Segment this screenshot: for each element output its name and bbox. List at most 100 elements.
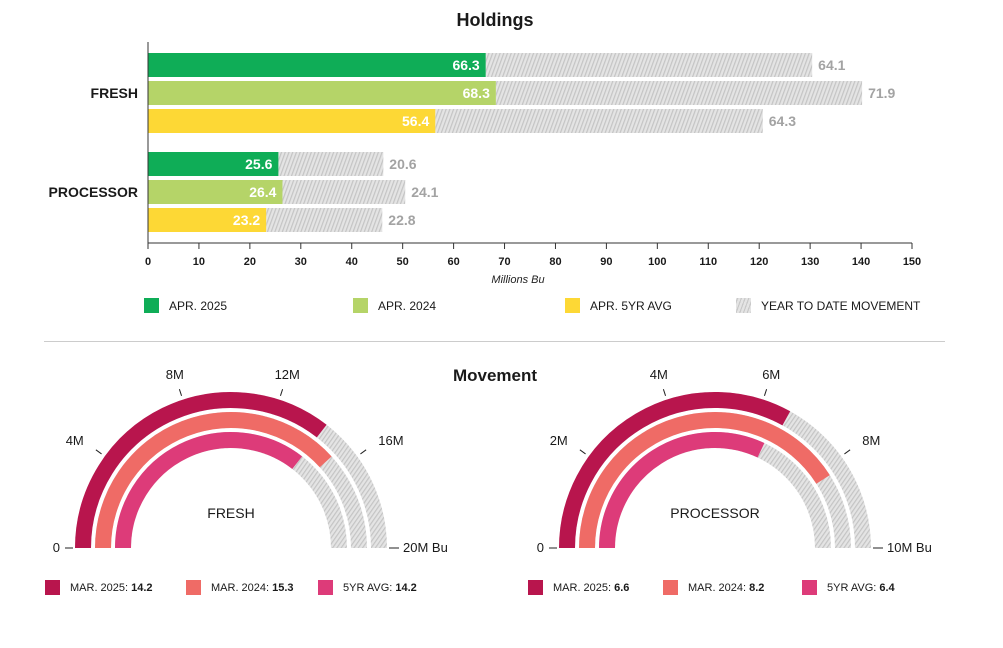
- x-tick-label: 130: [801, 256, 819, 268]
- gauge-tick-label: 4M: [650, 367, 668, 382]
- legend-swatch: [144, 298, 159, 313]
- legend-value: 8.2: [749, 581, 765, 594]
- legend-item-apr-5yr-avg: APR. 5YR AVG: [565, 298, 672, 313]
- x-tick-label: 120: [750, 256, 768, 268]
- legend-item-ytd-movement: YEAR TO DATE MOVEMENT: [736, 298, 920, 313]
- gauge-arc: [599, 432, 765, 549]
- x-tick-label: 140: [852, 256, 870, 268]
- gauge-tick-mark: [579, 449, 586, 455]
- bar-ytd-movement: [435, 109, 763, 133]
- bar-ytd-movement: [485, 53, 813, 77]
- legend-item-apr-2024: APR. 2024: [353, 298, 436, 313]
- bar-value-label: 26.4: [249, 184, 276, 200]
- x-tick-label: 10: [193, 256, 205, 268]
- gauge-tick-mark: [763, 389, 768, 396]
- legend-label: MAR. 2024:: [211, 581, 270, 594]
- legend-swatch: [736, 298, 751, 313]
- category-label-fresh: FRESH: [90, 85, 138, 101]
- legend-swatch: [45, 580, 60, 595]
- bar-ytd-movement: [278, 152, 384, 176]
- movement-value-label: 71.9: [868, 85, 895, 101]
- bar-holding: [148, 180, 283, 204]
- x-tick-label: 110: [699, 256, 717, 268]
- legend-value: 6.4: [879, 581, 895, 594]
- legend-swatch: [663, 580, 678, 595]
- gauge-track: [115, 432, 347, 549]
- x-tick-label: 50: [397, 256, 409, 268]
- legend-swatch: [318, 580, 333, 595]
- movement-value-label: 20.6: [389, 156, 416, 172]
- gauge-center-label: PROCESSOR: [670, 505, 759, 521]
- gauge-tick-label: 16M: [378, 433, 403, 448]
- section-divider: [44, 341, 945, 342]
- bar-value-label: 25.6: [245, 156, 272, 172]
- gauge-fresh: 0 4M 8M 12M 16M 20M Bu FRESH: [53, 367, 448, 555]
- holdings-bar-chart: 66.3 64.1 68.3 71.9 56.4 64.3 25.6 20.6 26.4 24.1…: [145, 42, 921, 286]
- gauge-processor: 0 2M 4M 6M 8M 10M Bu PROCESSOR: [537, 367, 932, 555]
- movement-title: Movement: [452, 366, 538, 385]
- bar-ytd-movement: [266, 208, 383, 232]
- legend-label: APR. 5YR AVG: [590, 298, 672, 313]
- gauge-tick-label: 6M: [762, 367, 780, 382]
- category-label-processor: PROCESSOR: [48, 184, 138, 200]
- movement-value-label: 64.3: [769, 113, 796, 129]
- legend-swatch: [353, 298, 368, 313]
- gauge-tick-label: 2M: [550, 433, 568, 448]
- gauge-legend-fresh-mar-2024: MAR. 2024: 15.3: [186, 580, 294, 595]
- bar-holding: [148, 152, 279, 176]
- bar-ytd-movement: [282, 180, 406, 204]
- bar-holding: [148, 53, 486, 77]
- x-tick-label: 150: [903, 256, 921, 268]
- holdings-title: Holdings: [456, 10, 534, 30]
- bar-value-label: 68.3: [463, 85, 490, 101]
- legend-label: APR. 2025: [169, 298, 228, 313]
- gauge-tick-label: 0: [53, 540, 60, 555]
- gauge-tick-mark: [178, 389, 183, 396]
- legend-label: MAR. 2025:: [553, 581, 612, 594]
- legend-value: 14.2: [131, 581, 153, 594]
- gauge-tick-mark: [95, 449, 102, 455]
- legend-value: 14.2: [395, 581, 417, 594]
- gauge-tick-label: 20M Bu: [403, 540, 448, 555]
- gauge-arc: [115, 432, 303, 549]
- x-tick-label: 40: [346, 256, 358, 268]
- gauge-tick-label: 8M: [862, 433, 880, 448]
- gauge-tick-mark: [844, 449, 851, 455]
- legend-label: MAR. 2024:: [688, 581, 747, 594]
- bar-holding: [148, 81, 496, 105]
- legend-swatch: [186, 580, 201, 595]
- bar-value-label: 66.3: [452, 57, 479, 73]
- gauge-arc: [559, 392, 791, 549]
- bar-ytd-movement: [495, 81, 863, 105]
- movement-value-label: 22.8: [388, 212, 415, 228]
- gauge-tick-mark: [360, 449, 367, 455]
- legend-value: 15.3: [272, 581, 294, 594]
- gauge-legend-processor-mar-2024: MAR. 2024: 8.2: [663, 580, 764, 595]
- gauge-legend-fresh-5yr-avg: 5YR AVG: 14.2: [318, 580, 417, 595]
- legend-label: MAR. 2025:: [70, 581, 129, 594]
- x-tick-label: 60: [447, 256, 459, 268]
- legend-label: 5YR AVG:: [827, 581, 877, 594]
- legend-label: YEAR TO DATE MOVEMENT: [761, 298, 921, 313]
- gauge-tick-label: 12M: [275, 367, 300, 382]
- x-tick-label: 90: [600, 256, 612, 268]
- legend-swatch: [802, 580, 817, 595]
- x-tick-label: 30: [295, 256, 307, 268]
- legend-label: 5YR AVG:: [343, 581, 393, 594]
- x-tick-label: 20: [244, 256, 256, 268]
- gauge-arc: [95, 412, 332, 549]
- gauge-tick-label: 0: [537, 540, 544, 555]
- gauge-arc: [579, 412, 830, 549]
- gauge-tick-label: 4M: [66, 433, 84, 448]
- bar-holding: [148, 109, 436, 133]
- bar-value-label: 56.4: [402, 113, 429, 129]
- x-tick-label: 80: [549, 256, 561, 268]
- legend-label: APR. 2024: [378, 298, 437, 313]
- x-axis-label: Millions Bu: [491, 274, 544, 286]
- gauge-legend-processor-5yr-avg: 5YR AVG: 6.4: [802, 580, 895, 595]
- gauge-tick-label: 8M: [166, 367, 184, 382]
- legend-value: 6.6: [614, 581, 630, 594]
- movement-value-label: 64.1: [818, 57, 845, 73]
- legend-item-apr-2025: APR. 2025: [144, 298, 227, 313]
- gauge-legend-fresh-mar-2025: MAR. 2025: 14.2: [45, 580, 153, 595]
